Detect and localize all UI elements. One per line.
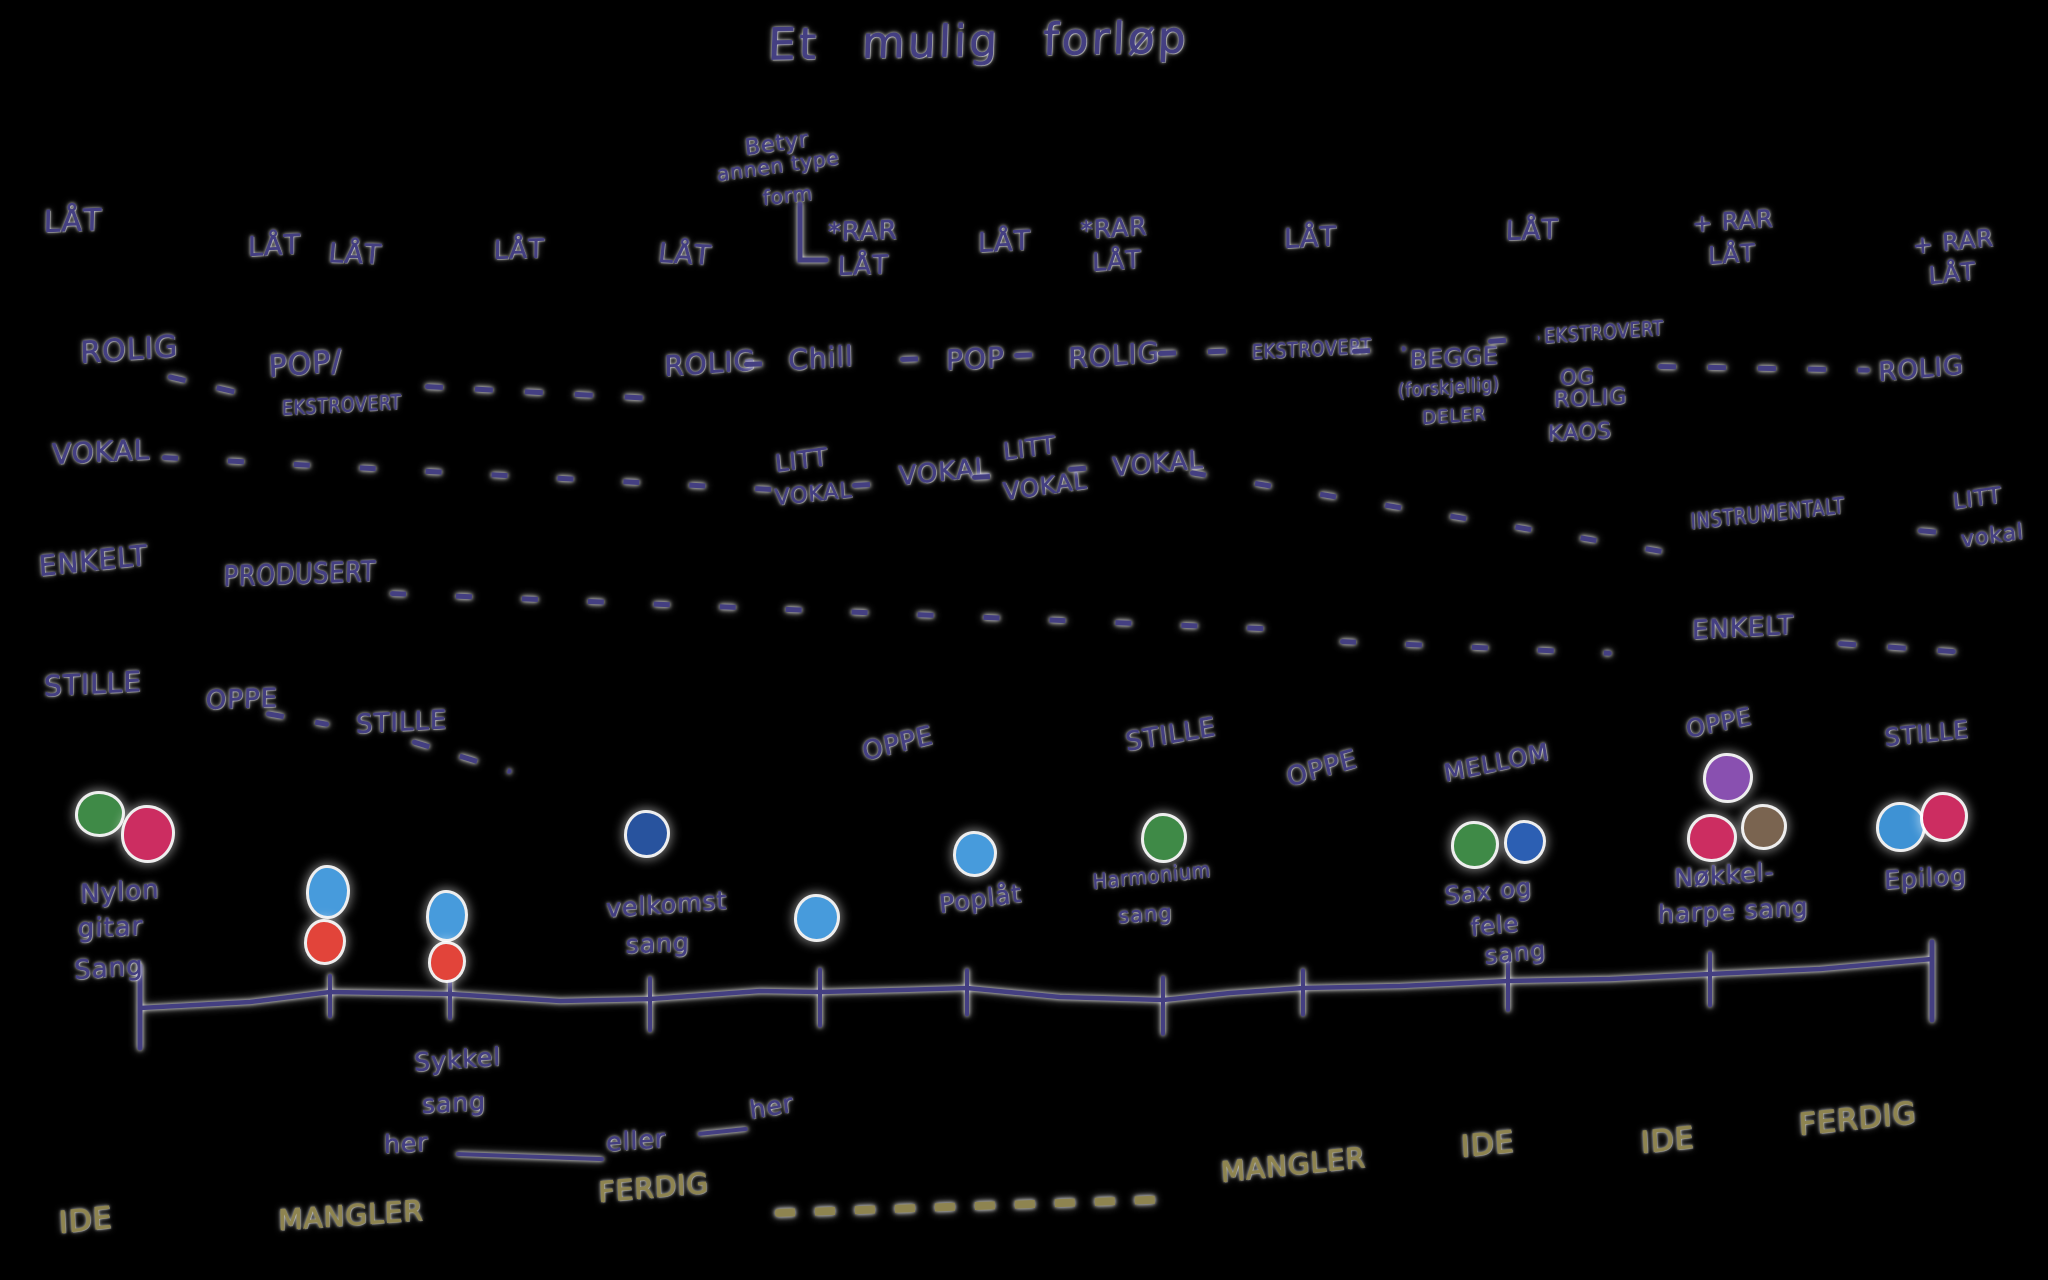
label-ide: IDE xyxy=(1639,1120,1696,1162)
dot-crimson xyxy=(124,808,172,860)
label-vokal: VOKAL xyxy=(52,432,151,472)
label-rolig: ROLIG xyxy=(664,343,757,384)
dot-crimson xyxy=(1923,795,1965,839)
label-låt: LÅT xyxy=(837,250,890,283)
label-ide: IDE xyxy=(1459,1124,1516,1166)
label-stille: STILLE xyxy=(356,705,448,741)
label-rolig: ROLIG xyxy=(1068,335,1161,376)
dot-crimson xyxy=(1690,817,1734,859)
label-enkelt: ENKELT xyxy=(1692,610,1795,647)
label-låt: LÅT xyxy=(1505,214,1559,248)
label-sang: Sang xyxy=(74,951,144,987)
dot-lightblue xyxy=(956,834,994,874)
dot-green xyxy=(78,794,122,834)
label-nylon: Nylon xyxy=(80,874,160,911)
label-sang: sang xyxy=(1118,900,1173,929)
label-låt: LÅT xyxy=(327,238,383,271)
dot-red xyxy=(307,922,343,962)
label-låt: LÅT xyxy=(493,234,546,267)
l-arrow xyxy=(797,201,829,263)
label-fele: fele xyxy=(1470,908,1520,943)
label-kaos: KAOS xyxy=(1548,418,1612,448)
label-pop: POP/ xyxy=(268,343,343,386)
label-låt: LÅT xyxy=(43,202,103,241)
dot-purple xyxy=(1706,756,1750,800)
label-gitar: gitar xyxy=(77,911,144,945)
label-rolig: ROLIG xyxy=(1554,384,1628,414)
label-sykkel: Sykkel xyxy=(414,1041,502,1078)
dot-lightblue xyxy=(797,897,837,939)
label-rar: + RAR xyxy=(1692,204,1774,239)
dot-red xyxy=(431,944,463,980)
label-stille: STILLE xyxy=(44,664,142,704)
label-sang: sang xyxy=(625,927,691,960)
label-pop: POP xyxy=(946,340,1005,378)
label-låt: LÅT xyxy=(978,225,1032,260)
label-begge: BEGGE xyxy=(1410,341,1499,375)
label-her: her xyxy=(384,1127,429,1160)
dot-lightblue xyxy=(429,893,465,939)
label-epilog: Epilog xyxy=(1884,860,1968,896)
label-rar: *RAR xyxy=(1080,211,1148,246)
label-låt: LÅT xyxy=(248,229,302,264)
dot-green xyxy=(1144,816,1184,860)
label-rar: *RAR xyxy=(827,215,898,249)
dot-lightblue xyxy=(309,868,347,916)
label-låt: LÅT xyxy=(1284,221,1338,256)
label-sang: sang xyxy=(422,1086,487,1120)
dot-brown xyxy=(1744,807,1784,847)
label-låt: LÅT xyxy=(1708,238,1756,271)
dot-sky xyxy=(1879,805,1923,849)
timeline-line xyxy=(137,956,1935,1011)
dot-green xyxy=(1454,824,1496,866)
label-låt: LÅT xyxy=(1092,244,1142,278)
label-produsert: PRODUSERT xyxy=(223,554,377,594)
label-låt: LÅT xyxy=(656,238,713,272)
label-rolig: ROLIG xyxy=(80,329,179,372)
label-deler: DELER xyxy=(1422,403,1487,430)
label-chill: Chill xyxy=(788,339,855,378)
label-låt: LÅT xyxy=(1928,257,1977,291)
dot-blue xyxy=(1507,823,1543,861)
dot-darkblue xyxy=(627,813,667,855)
label-eller: eller xyxy=(606,1123,667,1158)
label-ide: IDE xyxy=(57,1200,114,1242)
